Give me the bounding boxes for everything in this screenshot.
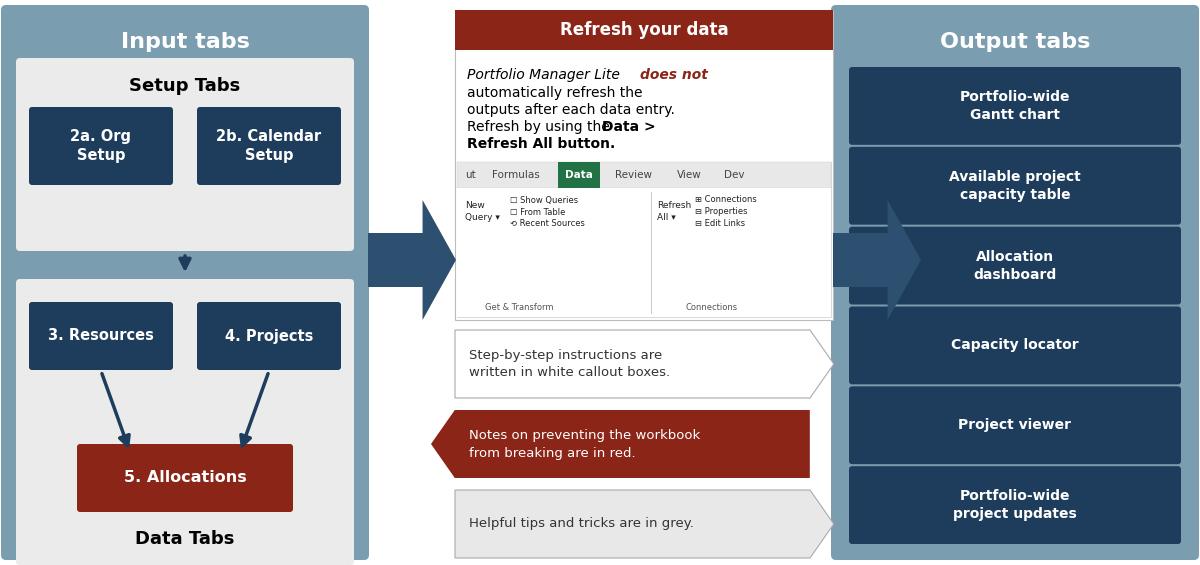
FancyBboxPatch shape — [29, 107, 173, 185]
FancyBboxPatch shape — [850, 67, 1181, 145]
Text: Helpful tips and tricks are in grey.: Helpful tips and tricks are in grey. — [469, 518, 694, 531]
Text: Setup Tabs: Setup Tabs — [130, 77, 241, 95]
Text: outputs after each data entry.: outputs after each data entry. — [467, 103, 674, 117]
Text: Allocation
dashboard: Allocation dashboard — [973, 250, 1057, 281]
Text: Portfolio-wide
Gantt chart: Portfolio-wide Gantt chart — [960, 90, 1070, 122]
FancyBboxPatch shape — [558, 162, 600, 188]
FancyBboxPatch shape — [16, 58, 354, 251]
Text: ⟲ Recent Sources: ⟲ Recent Sources — [510, 219, 584, 228]
Text: Data >: Data > — [602, 120, 655, 134]
Text: 2a. Org
Setup: 2a. Org Setup — [71, 129, 132, 163]
Text: Dev: Dev — [724, 170, 744, 180]
Text: ⊞ Connections: ⊞ Connections — [696, 195, 757, 205]
FancyBboxPatch shape — [850, 227, 1181, 305]
Text: Formulas: Formulas — [492, 170, 540, 180]
Text: Data Tabs: Data Tabs — [136, 530, 235, 548]
FancyBboxPatch shape — [850, 466, 1181, 544]
Text: 3. Resources: 3. Resources — [48, 328, 154, 344]
Text: Review: Review — [616, 170, 652, 180]
Text: Get & Transform: Get & Transform — [485, 302, 553, 311]
Text: All ▾: All ▾ — [658, 214, 677, 223]
Polygon shape — [368, 200, 456, 320]
Text: 2b. Calendar
Setup: 2b. Calendar Setup — [216, 129, 322, 163]
Text: ☐ Show Queries: ☐ Show Queries — [510, 195, 578, 205]
FancyBboxPatch shape — [850, 147, 1181, 225]
Polygon shape — [833, 200, 922, 320]
FancyBboxPatch shape — [1, 5, 370, 560]
Text: Refresh by using the: Refresh by using the — [467, 120, 614, 134]
Text: Refresh: Refresh — [658, 202, 691, 211]
Text: New: New — [466, 202, 485, 211]
FancyBboxPatch shape — [455, 10, 833, 320]
Text: Refresh your data: Refresh your data — [559, 21, 728, 39]
Polygon shape — [431, 410, 810, 478]
Text: ☐ From Table: ☐ From Table — [510, 207, 565, 216]
Text: Available project
capacity table: Available project capacity table — [949, 170, 1081, 202]
Polygon shape — [455, 490, 834, 558]
Text: Project viewer: Project viewer — [959, 418, 1072, 432]
Text: Portfolio Manager Lite: Portfolio Manager Lite — [467, 68, 624, 82]
FancyBboxPatch shape — [197, 107, 341, 185]
FancyBboxPatch shape — [457, 162, 830, 317]
Text: Data: Data — [565, 170, 593, 180]
FancyBboxPatch shape — [850, 386, 1181, 464]
Text: ut: ut — [466, 170, 475, 180]
FancyBboxPatch shape — [830, 5, 1199, 560]
FancyBboxPatch shape — [77, 444, 293, 512]
FancyBboxPatch shape — [455, 10, 833, 50]
FancyBboxPatch shape — [457, 188, 830, 317]
Polygon shape — [455, 330, 834, 398]
Text: Input tabs: Input tabs — [120, 32, 250, 52]
FancyBboxPatch shape — [457, 162, 830, 188]
Text: Portfolio-wide
project updates: Portfolio-wide project updates — [953, 489, 1076, 521]
Text: Connections: Connections — [685, 302, 738, 311]
Text: Output tabs: Output tabs — [940, 32, 1090, 52]
Text: ⊟ Properties: ⊟ Properties — [696, 207, 748, 216]
Text: Query ▾: Query ▾ — [466, 214, 500, 223]
FancyBboxPatch shape — [29, 302, 173, 370]
Text: Capacity locator: Capacity locator — [952, 338, 1079, 353]
Text: Step-by-step instructions are
written in white callout boxes.: Step-by-step instructions are written in… — [469, 349, 670, 380]
FancyBboxPatch shape — [16, 279, 354, 565]
Text: ⊟ Edit Links: ⊟ Edit Links — [696, 219, 745, 228]
Text: View: View — [677, 170, 702, 180]
Text: Notes on preventing the workbook
from breaking are in red.: Notes on preventing the workbook from br… — [469, 428, 701, 459]
Text: does not: does not — [640, 68, 708, 82]
FancyBboxPatch shape — [850, 306, 1181, 384]
Text: 4. Projects: 4. Projects — [224, 328, 313, 344]
Text: automatically refresh the: automatically refresh the — [467, 86, 642, 100]
Text: 5. Allocations: 5. Allocations — [124, 471, 246, 485]
Text: Refresh All button.: Refresh All button. — [467, 137, 616, 151]
FancyBboxPatch shape — [197, 302, 341, 370]
